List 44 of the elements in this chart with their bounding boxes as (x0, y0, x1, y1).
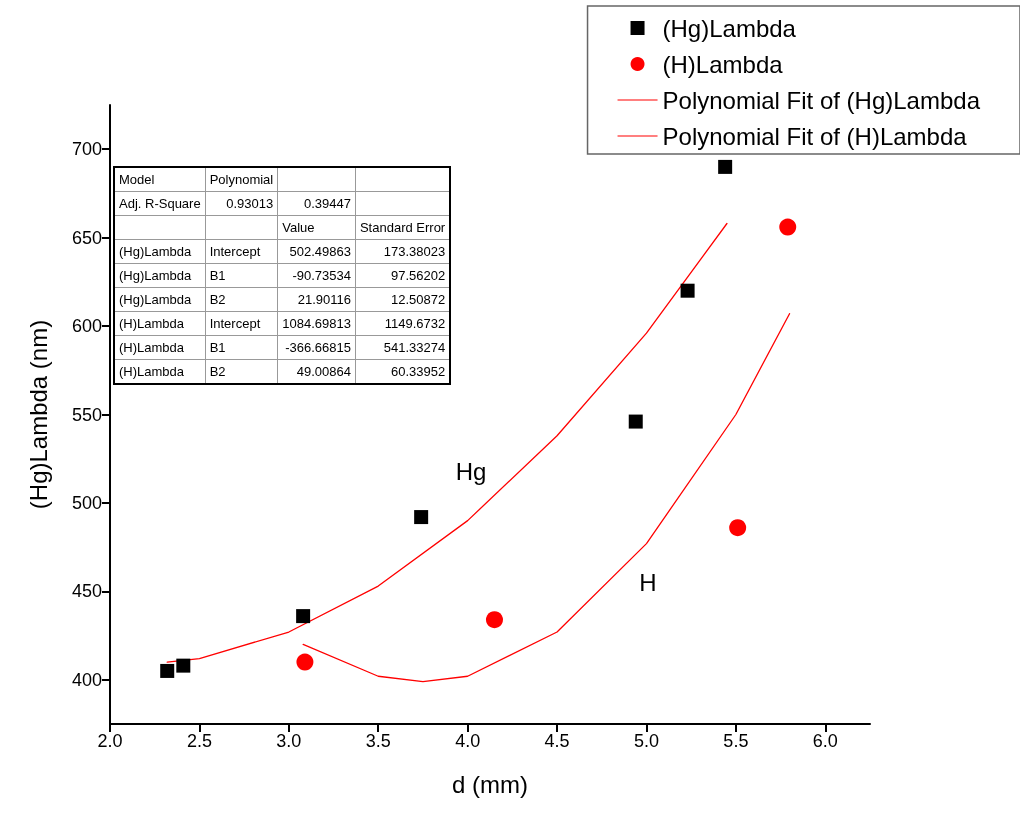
text: (H)Lambda B2 49.00864 60.33952 (119, 364, 446, 379)
point (779, 218, 797, 236)
annotation: H (639, 568, 657, 596)
y-tick-label: 450 (71, 581, 102, 602)
y-tick-label: 400 (71, 669, 102, 690)
x-tick-label: 5.0 (633, 731, 659, 751)
text: (H)Lambda B1 -366.66815 541.33274 (119, 340, 446, 355)
point (296, 653, 314, 671)
x-tick-label: 3.5 (365, 731, 391, 751)
y-tick-label: 600 (71, 316, 102, 337)
text: (H)Lambda Intercept 1084.69813 1149.6732 (119, 316, 446, 331)
y-tick-label: 700 (71, 139, 102, 160)
y-axis-title: (Hg)Lambda (nm) (24, 319, 52, 510)
x-tick-label: 2.0 (97, 731, 123, 751)
x-tick-label: 5.5 (723, 731, 749, 751)
point (485, 611, 503, 629)
point (296, 609, 311, 624)
text: (Hg)Lambda B2 21.90116 12.50872 (119, 292, 446, 307)
legend-label: Polynomial Fit of (Hg)Lambda (662, 86, 981, 114)
y-tick-label: 650 (71, 227, 102, 248)
text: Adj. R-Square 0.93013 0.39447 (119, 196, 351, 211)
text: Value Standard Error (282, 220, 446, 235)
point (176, 658, 191, 673)
point (680, 283, 695, 298)
x-tick-label: 2.5 (186, 731, 212, 751)
x-tick-label: 3.0 (276, 731, 302, 751)
y-tick-label: 550 (71, 404, 102, 425)
point (160, 663, 175, 678)
legend-label: Polynomial Fit of (H)Lambda (662, 122, 968, 150)
text: (Hg)Lambda Intercept 502.49863 173.38023 (119, 244, 446, 259)
point (414, 510, 429, 525)
point (718, 159, 733, 174)
annotation: Hg (455, 457, 487, 485)
point (729, 519, 747, 537)
text: (Hg)Lambda B1 -90.73534 97.56202 (119, 268, 446, 283)
x-tick-label: 4.5 (544, 731, 570, 751)
legend-label: (Hg)Lambda (662, 14, 797, 42)
point (628, 414, 643, 429)
x-tick-label: 4.0 (455, 731, 481, 751)
x-tick-label: 6.0 (812, 731, 838, 751)
y-tick-label: 500 (71, 492, 102, 513)
text: Model Polynomial (119, 172, 274, 187)
x-axis-title: d (mm) (452, 770, 528, 798)
legend-label: (H)Lambda (662, 50, 784, 78)
